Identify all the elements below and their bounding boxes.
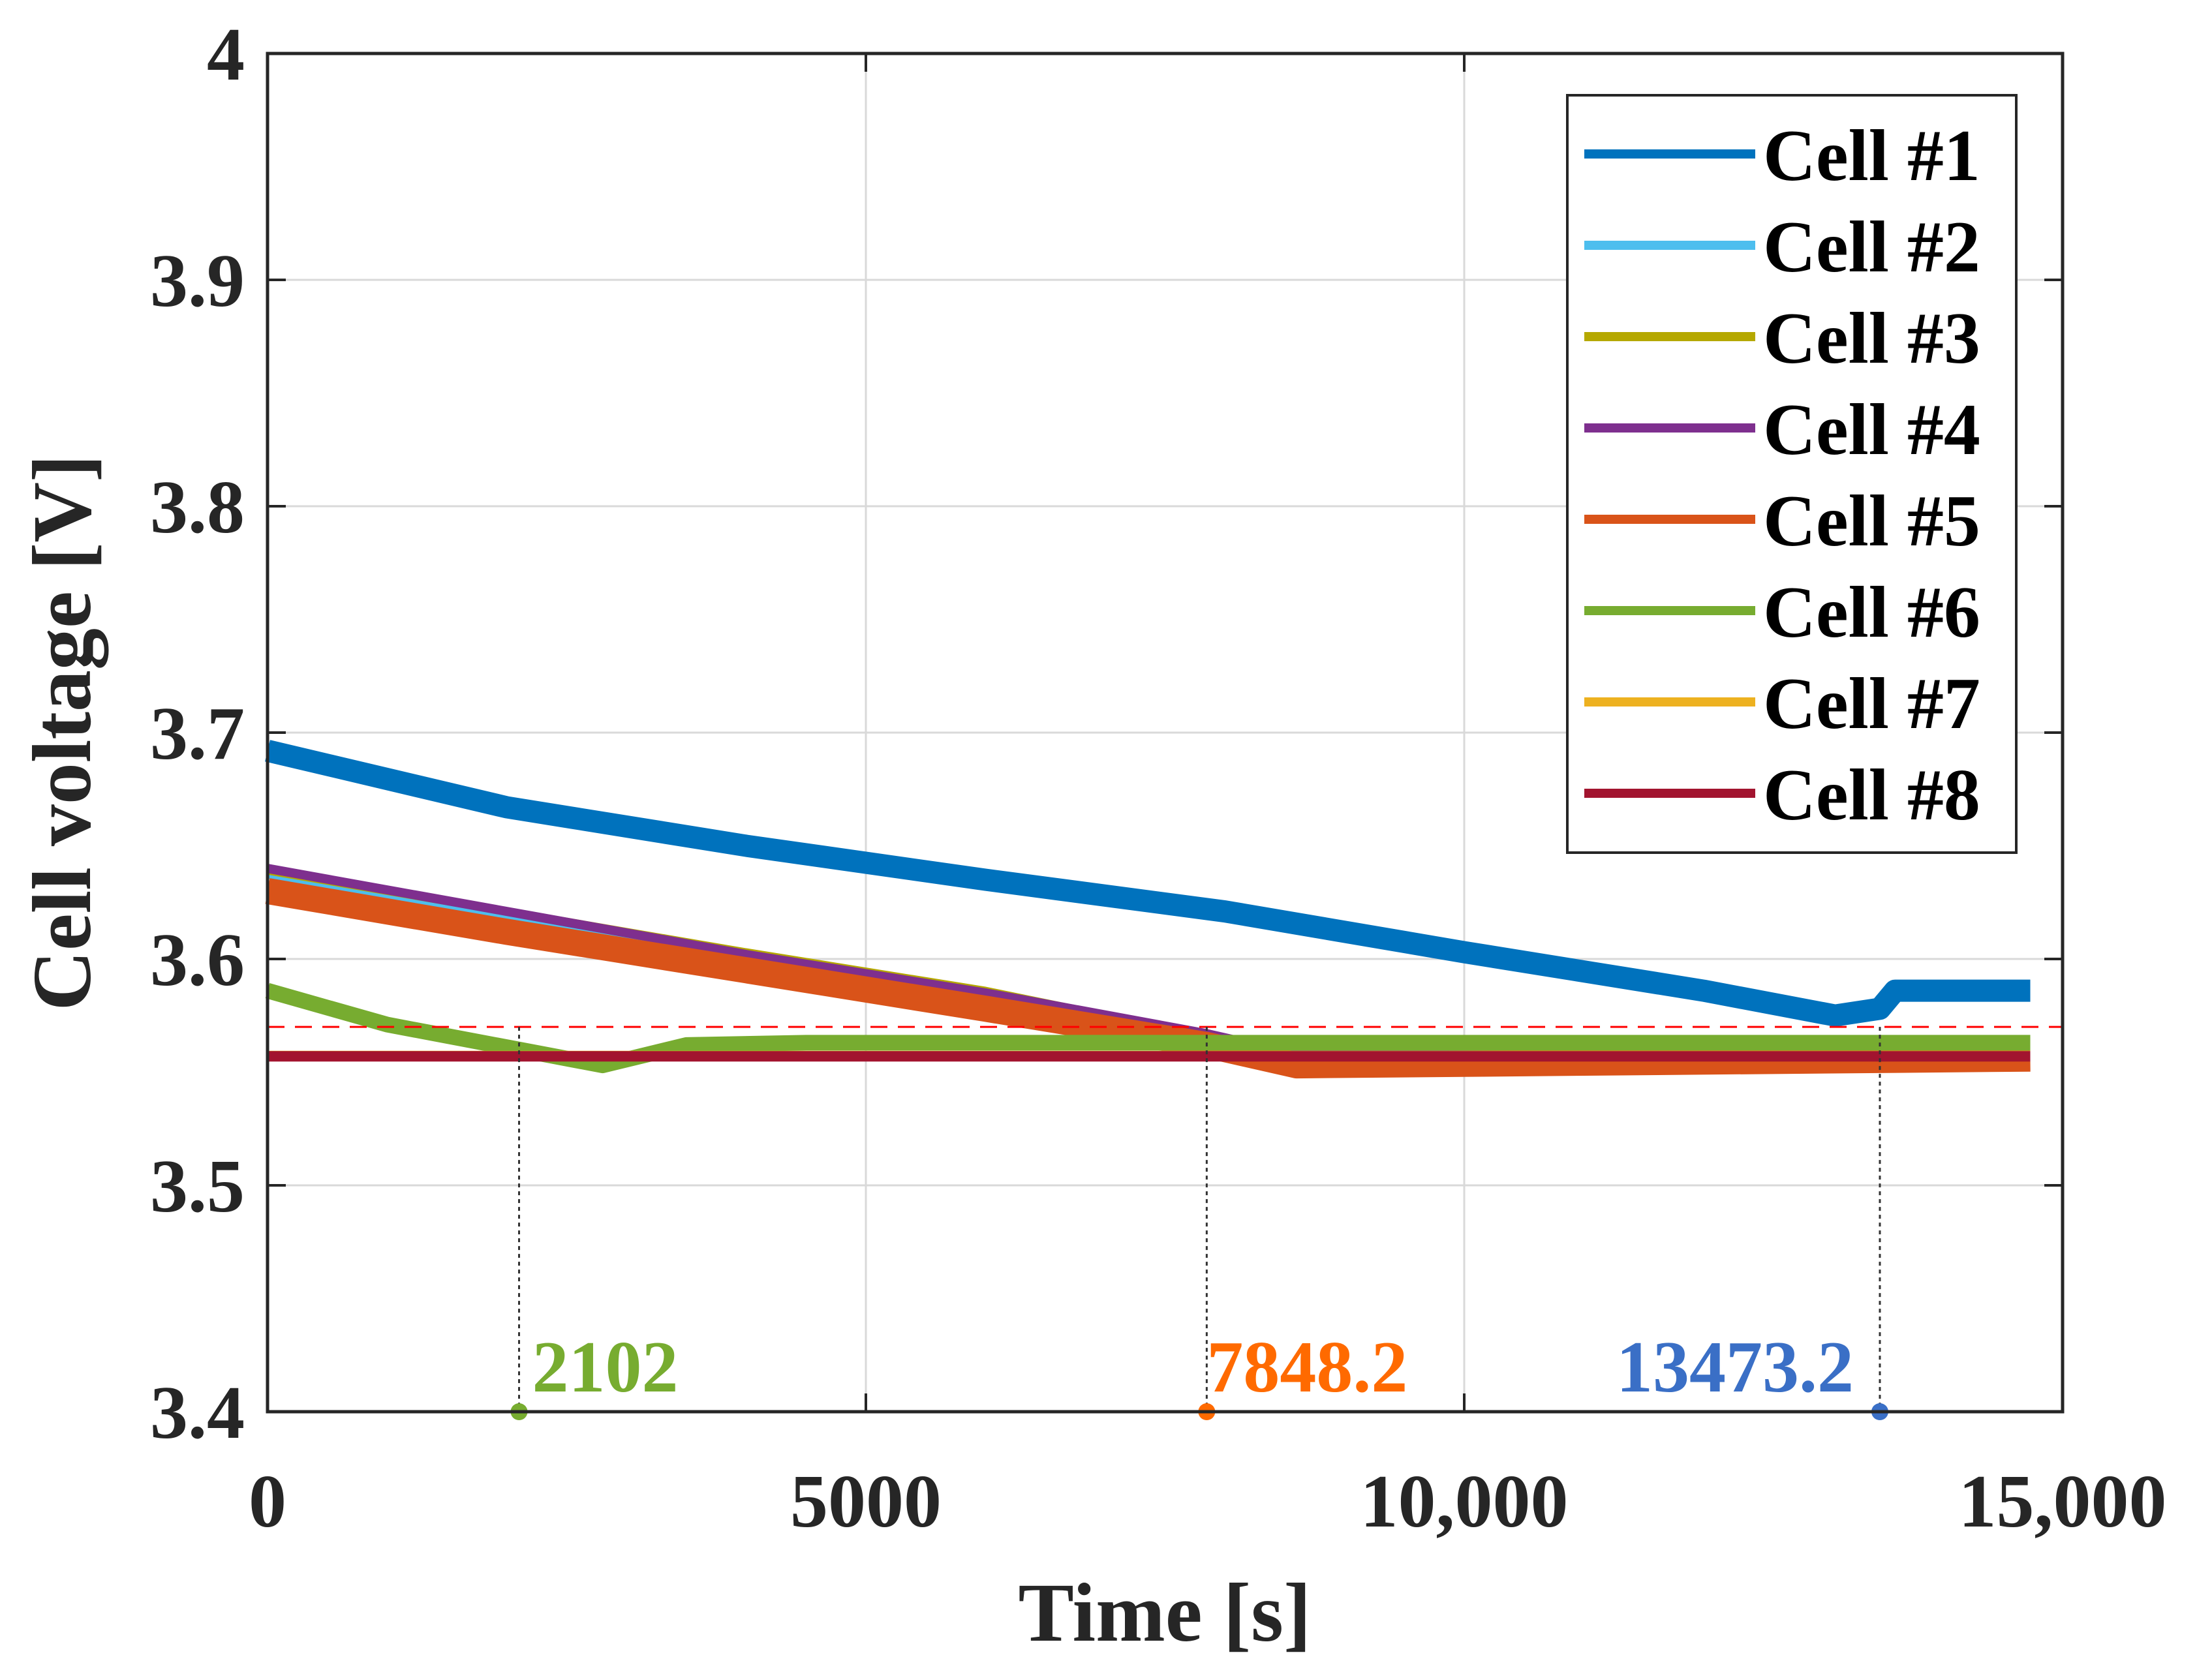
x-tick-labels: 0 5000 10,000 15,000	[249, 1460, 2167, 1543]
series-line-cell-6	[265, 983, 2031, 1074]
series-layer	[265, 740, 2031, 1079]
x-axis-label: Time [s]	[1018, 1566, 1311, 1659]
legend-label: Cell #3	[1763, 298, 1980, 379]
annotation-layer: 2102 7848.2 13473.2	[510, 1027, 1888, 1420]
y-tick-label: 4	[207, 13, 245, 97]
annotation-label: 13473.2	[1616, 1327, 1854, 1408]
legend-label: Cell #8	[1763, 755, 1980, 836]
legend-label: Cell #6	[1763, 572, 1980, 653]
y-tick-label: 3.6	[150, 919, 245, 1002]
tick-marks	[266, 52, 2064, 1413]
legend-label: Cell #1	[1763, 115, 1980, 196]
y-tick-label: 3.8	[150, 466, 245, 549]
annotation-label: 7848.2	[1206, 1327, 1407, 1408]
y-axis-label: Cell voltage [V]	[16, 454, 108, 1011]
x-tick-label: 0	[249, 1460, 286, 1543]
x-tick-label: 5000	[790, 1460, 942, 1543]
y-tick-label: 3.7	[150, 692, 245, 776]
y-tick-label: 3.4	[150, 1371, 245, 1455]
legend-label: Cell #4	[1763, 389, 1980, 470]
y-tick-label: 3.9	[150, 239, 245, 323]
annotation-label: 2102	[532, 1327, 679, 1408]
y-tick-labels: 3.4 3.5 3.6 3.7 3.8 3.9 4	[150, 13, 245, 1455]
x-tick-label: 15,000	[1959, 1460, 2167, 1543]
legend: Cell #1 Cell #2 Cell #3 Cell #4 Cell #5 Cell …	[1566, 94, 2018, 854]
legend-label: Cell #2	[1763, 207, 1980, 288]
series-line-cell-1	[265, 740, 2031, 1027]
legend-label: Cell #7	[1763, 663, 1980, 744]
legend-label: Cell #5	[1763, 481, 1980, 562]
series-line-cell-5	[265, 878, 2031, 1079]
legend-box	[1566, 94, 2018, 854]
y-tick-label: 3.5	[150, 1145, 245, 1228]
x-tick-label: 10,000	[1360, 1460, 1569, 1543]
